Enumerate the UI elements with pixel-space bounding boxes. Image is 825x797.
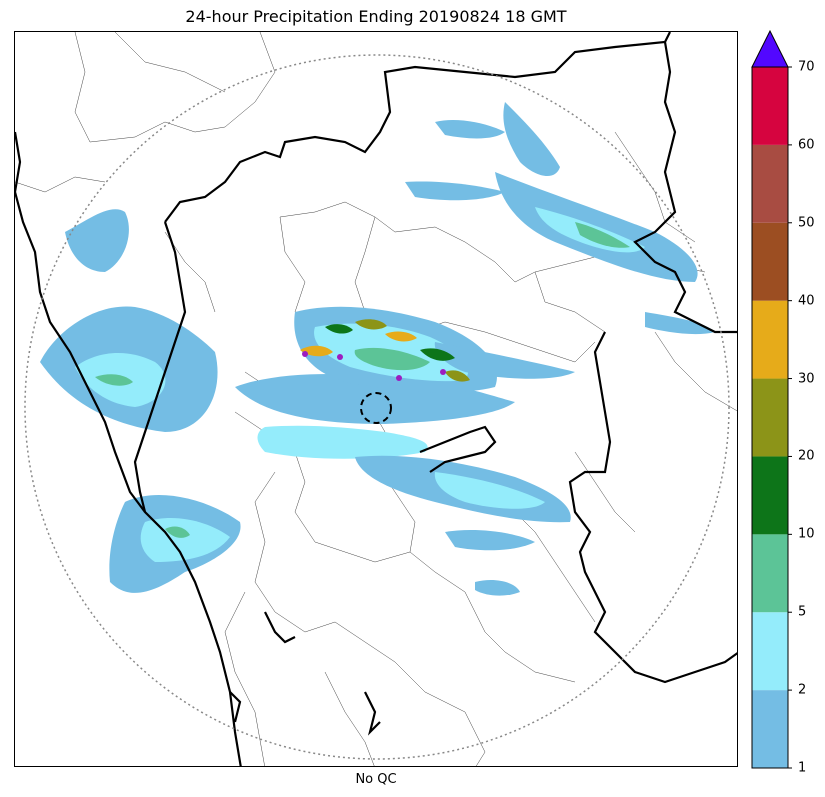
colorbar-bin <box>752 690 788 768</box>
state-boundaries <box>15 32 737 766</box>
precip-max <box>440 369 446 375</box>
colorbar-bin <box>752 612 788 691</box>
colorbar-tick-label: 70 <box>798 59 815 75</box>
colorbar-bin <box>752 300 788 379</box>
x-axis-label: No QC <box>355 772 397 787</box>
colorbar-outline <box>751 66 789 769</box>
colorbar-tick-label: 1 <box>798 760 807 776</box>
precip-cell <box>385 331 417 342</box>
radar-range-ring <box>24 54 730 760</box>
precip-band <box>645 312 715 335</box>
radar-map <box>14 31 738 767</box>
colorbar-tick-label: 50 <box>798 215 815 231</box>
precip-max <box>337 354 343 360</box>
map-canvas <box>15 32 737 766</box>
precip-cell <box>445 370 470 382</box>
colorbar-bin <box>752 67 788 145</box>
colorbar-tick-label: 10 <box>798 526 815 542</box>
chart-title: 24-hour Precipitation Ending 20190824 18… <box>185 7 567 26</box>
precip-band <box>354 347 430 371</box>
precip-cell <box>325 324 353 334</box>
radar-site-marker <box>360 392 392 424</box>
colorbar-bin <box>752 534 788 613</box>
colorbar-tick-label: 5 <box>798 604 807 620</box>
precip-cell <box>355 319 387 330</box>
precipitation-field <box>40 102 715 596</box>
precip-band <box>445 530 535 551</box>
colorbar-tick-label: 2 <box>798 682 807 698</box>
precip-cell <box>420 348 455 361</box>
colorbar-canvas <box>751 29 792 769</box>
precip-band <box>434 342 575 379</box>
precip-band <box>434 472 545 509</box>
precip-band <box>435 120 505 139</box>
colorbar-tick-label: 60 <box>798 137 815 153</box>
colorbar <box>751 29 792 769</box>
precip-band <box>475 580 520 596</box>
precip-max <box>302 351 308 357</box>
precip-band <box>95 374 133 386</box>
precip-band <box>575 222 630 248</box>
colorbar-bin <box>752 222 788 301</box>
precip-band <box>165 526 190 538</box>
colorbar-tick-label: 40 <box>798 293 815 309</box>
colorbar-bin <box>752 144 788 223</box>
colorbar-bin <box>752 378 788 457</box>
colorbar-extend-triangle <box>751 29 789 68</box>
precip-max <box>396 375 402 381</box>
precip-band <box>65 209 129 272</box>
precip-band <box>405 181 505 201</box>
precip-band <box>257 425 428 459</box>
colorbar-bin <box>752 456 788 535</box>
precip-band <box>503 102 560 177</box>
colorbar-tick-label: 30 <box>798 371 815 387</box>
precip-cell <box>300 345 333 357</box>
colorbar-tick-label: 20 <box>798 448 815 464</box>
